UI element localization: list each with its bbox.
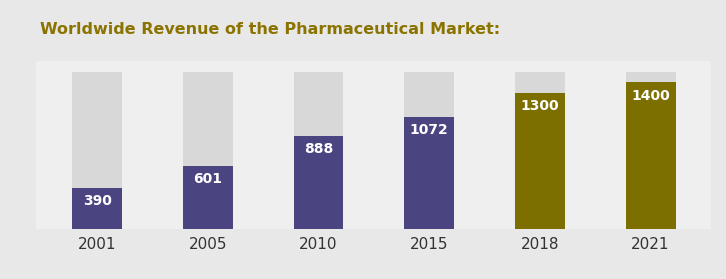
Bar (404, 117, 454, 229)
Bar (183, 72, 233, 229)
Bar (515, 93, 565, 229)
Bar (626, 82, 675, 229)
Text: 1072: 1072 (410, 123, 449, 137)
Bar (515, 72, 565, 229)
Bar (73, 188, 122, 229)
Text: 390: 390 (83, 194, 112, 208)
Text: Worldwide Revenue of the Pharmaceutical Market:: Worldwide Revenue of the Pharmaceutical … (40, 22, 500, 37)
Bar (293, 136, 343, 229)
Text: 1300: 1300 (521, 99, 559, 113)
Text: 601: 601 (193, 172, 222, 186)
Bar (404, 72, 454, 229)
Bar (73, 72, 122, 229)
Bar (626, 72, 675, 229)
Text: 1400: 1400 (631, 88, 670, 103)
Bar (293, 72, 343, 229)
Bar (183, 166, 233, 229)
Text: 888: 888 (304, 142, 333, 156)
